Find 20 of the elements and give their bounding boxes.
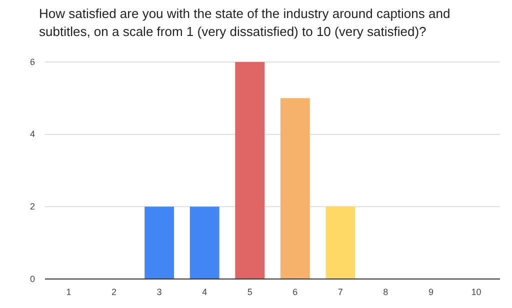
x-tick-label: 8 [383,287,388,297]
x-tick-label: 10 [471,287,482,297]
y-tick-label: 6 [30,56,35,67]
x-tick-label: 9 [428,287,434,297]
y-tick-label: 0 [30,274,35,284]
x-tick-label: 4 [202,287,208,297]
y-tick-label: 4 [30,129,35,140]
bar [144,206,174,279]
bar [326,206,356,279]
y-tick-label: 2 [30,202,35,212]
x-tick-label: 1 [66,287,72,297]
x-tick-label: 6 [292,287,298,297]
bar [190,206,220,279]
bar [280,98,310,279]
x-tick-label: 5 [247,287,252,297]
bar [235,62,265,279]
x-tick-label: 2 [112,287,117,297]
x-tick-label: 7 [338,287,343,297]
x-tick-label: 3 [156,287,162,297]
chart-title: How satisfied are you with the state of the industry around captions and subtitles, on a scale from 1 (very dissatisfied) to 10 (very satisfied)? [39,6,450,39]
